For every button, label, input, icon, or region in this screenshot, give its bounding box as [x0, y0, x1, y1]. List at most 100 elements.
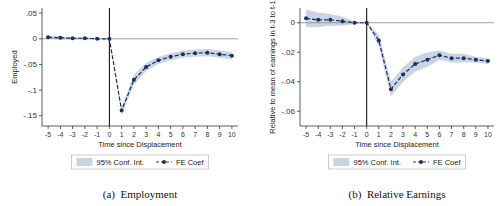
x-tick	[378, 126, 379, 129]
coef-marker	[218, 52, 222, 56]
x-axis-label: Time since Displacement	[98, 140, 182, 149]
coef-marker	[316, 18, 320, 22]
y-tick	[297, 52, 300, 53]
x-tick-label: -5	[303, 131, 309, 138]
x-tick	[146, 126, 147, 129]
legend-frame	[328, 155, 465, 169]
x-tick-label: 8	[205, 131, 209, 138]
x-tick	[84, 126, 85, 129]
x-tick	[219, 126, 220, 129]
y-tick	[39, 90, 42, 91]
x-tick-label: 2	[389, 131, 393, 138]
y-tick-label: .05	[26, 9, 38, 18]
coef-marker	[450, 56, 454, 60]
x-tick-label: -3	[327, 131, 333, 138]
coef-marker	[474, 58, 478, 62]
legend: 95% Conf. Int. FE Coef	[328, 155, 465, 169]
coef-marker	[58, 36, 62, 40]
x-tick-label: -2	[82, 131, 88, 138]
x-tick	[170, 126, 171, 129]
coef-marker	[365, 21, 369, 25]
x-tick	[48, 126, 49, 129]
legend-item: FE Coef	[413, 158, 461, 167]
y-tick-label: -.1	[28, 86, 38, 95]
x-tick	[195, 126, 196, 129]
coef-marker	[181, 52, 185, 56]
x-tick	[415, 126, 416, 129]
x-tick	[109, 126, 110, 129]
coef-marker	[377, 38, 381, 42]
coef-marker	[169, 55, 173, 59]
y-tick-label: -.05	[23, 60, 37, 69]
y-tick	[297, 81, 300, 82]
x-axis	[300, 126, 494, 127]
coef-line	[306, 18, 488, 89]
plot-area	[300, 8, 494, 126]
legend: 95% Conf. Int. FE Coef	[71, 155, 208, 169]
coef-marker	[389, 87, 393, 91]
x-tick-label: 0	[365, 131, 369, 138]
x-axis-label: Time since Displacement	[355, 140, 439, 149]
x-tick	[354, 126, 355, 129]
x-tick-label: 4	[413, 131, 417, 138]
x-tick	[403, 126, 404, 129]
caption: (a) Employment	[103, 188, 178, 201]
coef-marker	[205, 51, 209, 55]
caption: (b) Relative Earnings	[349, 188, 446, 201]
legend-item: 95% Conf. Int.	[333, 158, 401, 167]
x-tick	[207, 126, 208, 129]
x-tick	[330, 126, 331, 129]
panel: 0-.02-.04-.06-5-4-3-2-1012345678910Time …	[268, 0, 495, 201]
coef-marker	[353, 21, 357, 25]
y-tick	[297, 111, 300, 112]
y-axis-label: Relative to mean of earnings in t-3 to t…	[268, 0, 277, 133]
panel: .050-.05-.1-.15-5-4-3-2-1012345678910Tim…	[10, 8, 239, 201]
x-tick-label: 7	[193, 131, 197, 138]
y-axis	[300, 8, 301, 126]
x-tick	[487, 126, 488, 129]
x-tick-label: -3	[70, 131, 76, 138]
x-tick	[366, 126, 367, 129]
y-tick-label: 0	[291, 18, 296, 27]
x-tick	[72, 126, 73, 129]
legend-marker	[162, 160, 166, 164]
y-tick	[39, 13, 42, 14]
ci-band	[48, 36, 232, 115]
figure: .050-.05-.1-.15-5-4-3-2-1012345678910Tim…	[0, 0, 500, 206]
coef-marker	[462, 56, 466, 60]
y-tick-label: 0	[33, 34, 38, 43]
coef-marker	[107, 37, 111, 41]
x-tick-label: 9	[474, 131, 478, 138]
y-tick	[39, 38, 42, 39]
event-line	[366, 8, 367, 126]
legend-label: FE Coef	[433, 158, 461, 167]
x-tick-label: 1	[120, 131, 124, 138]
x-tick	[451, 126, 452, 129]
x-tick	[342, 126, 343, 129]
y-tick	[39, 115, 42, 116]
x-tick-label: 5	[425, 131, 429, 138]
x-tick	[182, 126, 183, 129]
coef-marker	[304, 16, 308, 20]
coef-marker	[413, 62, 417, 66]
y-axis	[42, 8, 43, 126]
x-tick-label: -1	[351, 131, 357, 138]
legend-swatch	[76, 158, 92, 166]
coef-marker	[401, 72, 405, 76]
coef-marker	[120, 109, 124, 113]
y-tick	[297, 22, 300, 23]
x-tick	[158, 126, 159, 129]
x-tick	[97, 126, 98, 129]
y-axis-label: Employed	[10, 50, 19, 83]
legend-swatch	[333, 158, 349, 166]
coef-marker	[425, 58, 429, 62]
legend-label: 95% Conf. Int.	[96, 158, 144, 167]
x-tick-label: 1	[377, 131, 381, 138]
coef-marker	[132, 78, 136, 82]
x-tick	[439, 126, 440, 129]
x-tick-label: -2	[339, 131, 345, 138]
legend-label: FE Coef	[176, 158, 204, 167]
x-tick-label: 5	[169, 131, 173, 138]
x-tick-label: 4	[156, 131, 160, 138]
x-tick	[390, 126, 391, 129]
